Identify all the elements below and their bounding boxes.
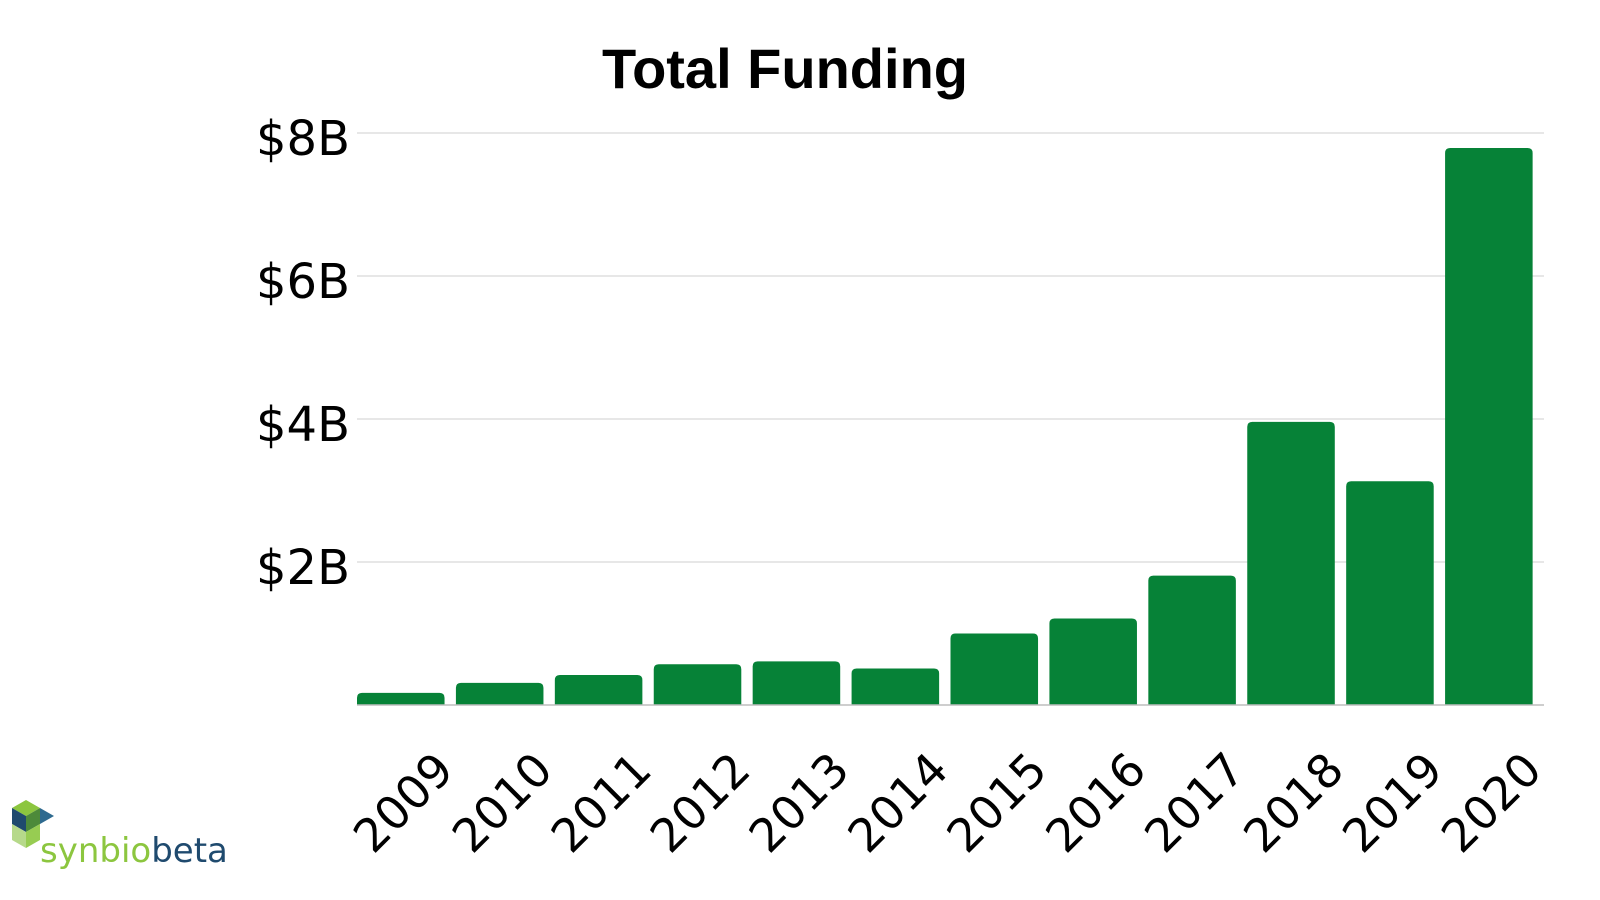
bar-2012 — [653, 664, 742, 705]
bar-2009 — [357, 692, 445, 705]
cube-logo-icon — [12, 800, 54, 848]
x-tick-label-2009: 2009 — [343, 742, 464, 863]
bar-2011 — [554, 674, 643, 705]
x-tick-label-2015: 2015 — [936, 742, 1057, 863]
bar-2013 — [752, 661, 841, 705]
bars — [357, 148, 1533, 705]
bar-2015 — [950, 633, 1039, 705]
y-tick-label-2: $6B — [256, 254, 350, 310]
logo-wordmark: synbiobeta — [40, 831, 228, 871]
bar-2017 — [1148, 575, 1236, 705]
x-tick-labels: 2009201020112012201320142015201620172018… — [343, 742, 1552, 863]
y-tick-labels: $2B $4B $6B $8B — [256, 111, 350, 596]
y-tick-label-0: $2B — [256, 540, 350, 596]
bar-2014 — [851, 668, 940, 705]
x-tick-label-2020: 2020 — [1431, 742, 1552, 863]
x-tick-label-2011: 2011 — [541, 742, 662, 863]
y-tick-label-1: $4B — [256, 397, 350, 453]
x-tick-label-2013: 2013 — [738, 742, 859, 863]
chart-title: Total Funding — [602, 37, 968, 100]
x-tick-label-2017: 2017 — [1134, 742, 1255, 863]
bar-2018 — [1247, 421, 1335, 705]
x-tick-label-2018: 2018 — [1233, 742, 1354, 863]
bar-2010 — [455, 682, 544, 705]
bar-2016 — [1049, 618, 1137, 705]
synbiobeta-logo: synbiobeta — [12, 800, 228, 871]
x-tick-label-2019: 2019 — [1332, 742, 1453, 863]
logo-wordmark-part2: beta — [151, 831, 228, 871]
x-tick-label-2016: 2016 — [1035, 742, 1156, 863]
y-tick-label-3: $8B — [256, 111, 350, 167]
x-tick-label-2012: 2012 — [640, 742, 761, 863]
logo-wordmark-part1: synbio — [40, 831, 151, 871]
x-tick-label-2014: 2014 — [837, 742, 958, 863]
bar-2019 — [1346, 481, 1434, 705]
bar-2020 — [1445, 148, 1533, 705]
x-tick-label-2010: 2010 — [442, 742, 563, 863]
